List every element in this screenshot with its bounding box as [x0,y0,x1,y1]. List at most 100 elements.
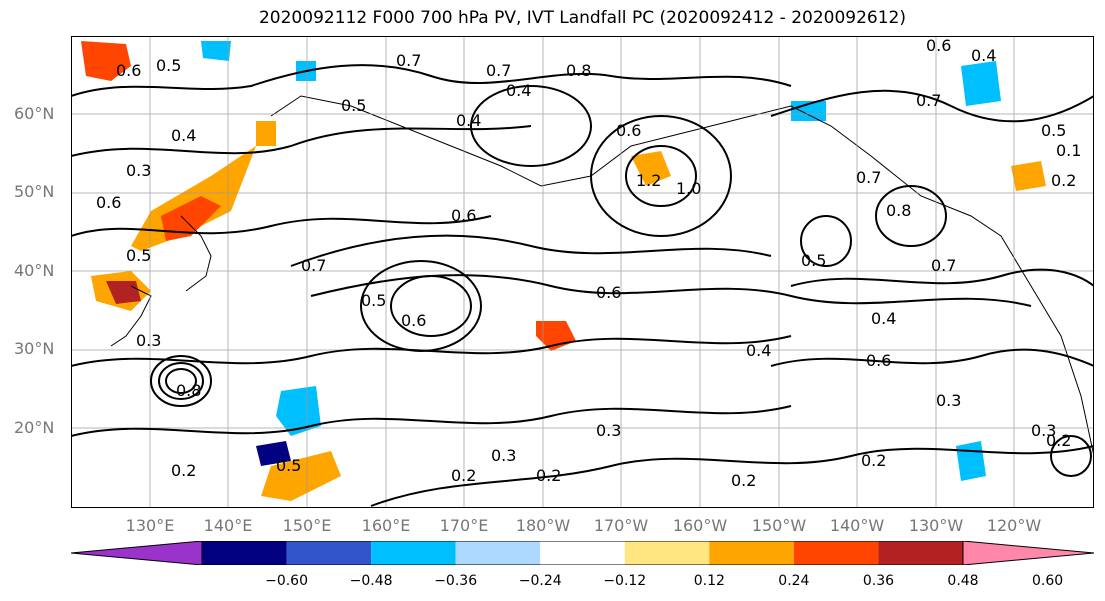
contour-label: 0.6 [596,283,621,302]
colorbar-segment [202,541,287,565]
anomaly-patch-positive [131,146,256,251]
colorbar-tick-label: 0.36 [862,573,895,589]
anomaly-patch-negative [956,441,986,481]
anomaly-patch-negative [961,61,1001,106]
lon-label: 180°W [515,516,571,535]
colorbar-segment [624,541,710,565]
anomaly-patch-negative [256,441,291,466]
lon-label: 160°E [361,516,411,535]
lon-label: 120°W [986,516,1042,535]
coastlines [110,95,1094,457]
lat-label: 20°N [14,418,55,437]
contour-label: 0.2 [861,451,886,470]
contour-label: 0.2 [451,466,476,485]
anomaly-patch-positive [161,196,221,241]
contour-label: 0.6 [616,121,641,140]
lon-label: 140°E [203,516,253,535]
anomaly-patch-positive [256,121,276,146]
contour-label: 0.4 [456,111,481,130]
lon-label: 150°W [751,516,807,535]
anomaly-patch-positive [261,451,341,501]
map-plot: 0.6 0.5 0.7 0.7 0.4 0.5 0.8 0.4 0.3 0.6 … [71,36,1094,508]
colorbar-extend-max [962,541,1094,565]
anomaly-patch-positive [1011,161,1046,191]
colorbar-segment [878,541,963,565]
contour-label: 0.5 [361,291,386,310]
lon-label: 170°E [439,516,489,535]
contour-label: 0.4 [971,46,996,65]
contour-label: 0.2 [1046,431,1071,450]
contour-label: 0.7 [486,61,511,80]
contour-label: 0.6 [866,351,891,370]
contour-label: 0.8 [886,201,911,220]
contour-label: 0.5 [1041,121,1066,140]
contour-label: 0.5 [276,456,301,475]
contour-label: 0.3 [136,331,161,350]
lon-label: 140°W [829,516,885,535]
contour-label: 0.7 [856,168,881,187]
colorbar-extend-min [71,541,203,565]
contour-label: 0.6 [116,61,141,80]
contour-label: 0.7 [916,91,941,110]
colorbar-tick-label: −0.24 [518,573,562,589]
pv-contours [71,64,1094,507]
colorbar-segment [709,541,794,565]
lat-label: 60°N [14,104,55,123]
contour-label: 0.4 [506,81,531,100]
anomaly-patch-negative [276,386,321,436]
contour-label: 0.7 [931,256,956,275]
contour-label: 0.7 [301,256,326,275]
colorbar-tick-label: 0.24 [778,573,810,589]
contour-label: 0.2 [536,466,561,485]
colorbar-tick-label: −0.12 [603,573,647,589]
map-frame [71,36,1094,508]
contour-label: 0.7 [396,51,421,70]
colorbar-segment [455,541,541,565]
contour-label: 0.8 [566,61,591,80]
anomaly-patch-positive [81,41,131,81]
contour-label: 0.3 [491,446,516,465]
lon-label: 150°E [282,516,332,535]
contour-label: 0.5 [801,251,826,270]
contour-label: 0.4 [871,309,896,328]
contour-label: 0.8 [176,381,201,400]
contour-label: 0.6 [926,36,951,55]
colorbar-segment [286,541,372,565]
contour-label: 0.6 [96,193,121,212]
contour-label: 0.5 [341,96,366,115]
lon-label: 130°E [125,516,175,535]
lon-label: 130°W [908,516,964,535]
colorbar-tick-label: −0.60 [265,573,308,589]
graticule [71,36,1094,508]
lon-label: 170°W [593,516,649,535]
contour-label: 1.0 [676,179,701,198]
contour-label: 0.6 [401,311,426,330]
colorbar [71,541,1094,565]
lat-label: 40°N [14,261,55,280]
contour-label: 0.5 [126,246,151,265]
contour-label: 0.6 [451,206,476,225]
contour-label: 0.3 [1031,421,1056,440]
colorbar-tick-label: −0.48 [349,573,393,589]
anomaly-patch-positive [631,151,671,186]
colorbar-tick-label: 0.60 [1031,573,1064,589]
colorbar-tick-label: 0.48 [947,573,979,589]
contour-label: 0.2 [1051,171,1076,190]
contour-label: 0.3 [126,161,151,180]
contour-label: 0.1 [1056,141,1081,160]
contour-label: 0.2 [731,471,756,490]
contour-label: 0.4 [746,341,771,360]
pv-anomaly-shading [81,41,1046,501]
colorbar-segment [540,541,625,565]
contour-label: 0.3 [936,391,961,410]
contour-label: 0.5 [156,56,181,75]
map-title: 2020092112 F000 700 hPa PV, IVT Landfall… [258,8,906,28]
contour-label: 0.3 [596,421,621,440]
colorbar-tick-label: −0.36 [434,573,478,589]
colorbar-tick-label: 0.12 [693,573,725,589]
colorbar-segment [793,541,879,565]
contour-label: 0.4 [171,126,196,145]
lon-label: 160°W [672,516,728,535]
contour-label: 1.2 [636,171,661,190]
contour-labels: 0.6 0.5 0.7 0.7 0.4 0.5 0.8 0.4 0.3 0.6 … [96,36,1081,490]
